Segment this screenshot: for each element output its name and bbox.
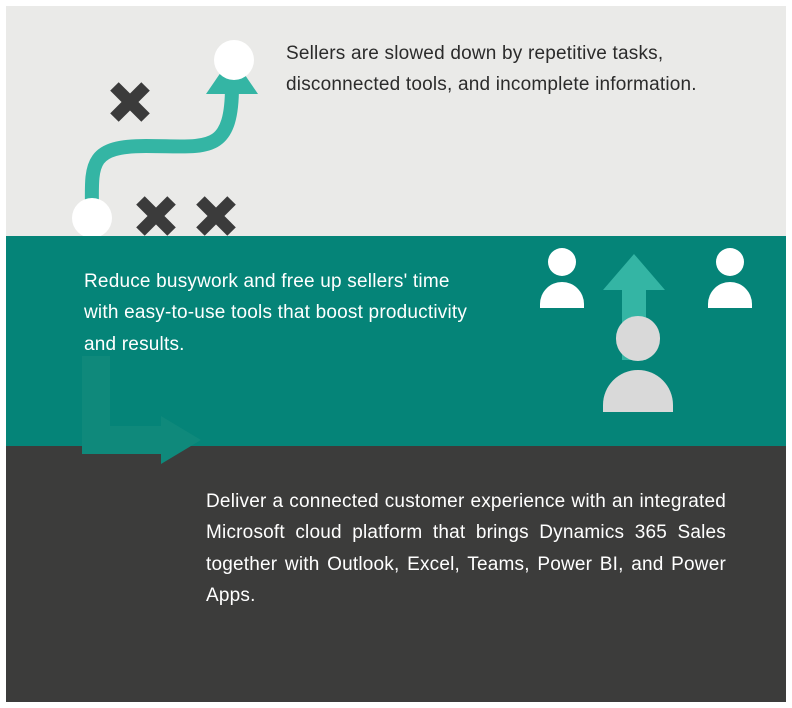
section-platform: Deliver a connected customer experience … <box>6 446 786 702</box>
start-circle <box>72 198 112 238</box>
person-icon <box>540 248 584 308</box>
section1-text: Sellers are slowed down by repetitive ta… <box>286 38 726 101</box>
obstacle-x-icon <box>198 198 234 234</box>
goal-circle <box>214 40 254 80</box>
section3-text: Deliver a connected customer experience … <box>206 486 726 611</box>
obstacle-x-icon <box>138 198 174 234</box>
person-large-icon <box>603 316 673 412</box>
section2-text: Reduce busywork and free up sellers' tim… <box>84 266 484 360</box>
person-icon <box>708 248 752 308</box>
flow-arrow-icon <box>41 356 241 486</box>
section-problem: Sellers are slowed down by repetitive ta… <box>6 6 786 236</box>
obstacle-x-icon <box>112 84 148 120</box>
infographic: Sellers are slowed down by repetitive ta… <box>6 6 786 702</box>
